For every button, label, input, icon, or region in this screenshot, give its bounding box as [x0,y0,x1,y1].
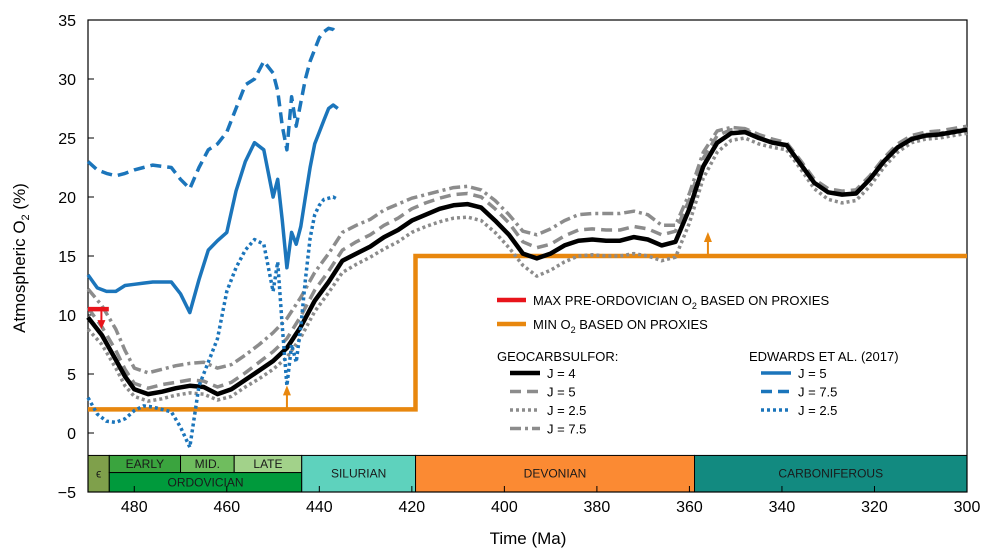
legend-label: J = 2.5 [798,403,837,418]
legend-label-sub: 2 [571,325,576,335]
legend-label: J = 5 [547,385,576,400]
x-tick-label: 360 [676,499,703,516]
max-pre-ordovician-arrowhead [97,320,106,330]
y-tick-label: 20 [58,190,76,207]
edwards-series-j75-line [86,26,340,191]
y-axis-title: Atmospheric O2 (%) [10,183,32,333]
x-tick-label: 440 [306,499,333,516]
legend-label: MAX PRE-ORDOVICIAN O2 BASED ON PROXIES [533,293,829,311]
geocarbsulfor-series-j75-line [86,125,968,375]
x-tick-label: 480 [121,499,148,516]
y-tick-label: 35 [58,13,76,30]
x-tick-label: 300 [954,499,981,516]
x-tick-label: 400 [491,499,518,516]
legend-label-tail: BASED ON PROXIES [697,293,830,308]
legend-label: J = 2.5 [547,403,586,418]
y-axis-title-sub: 2 [20,214,32,220]
period-label: MID. [195,457,220,471]
x-tick-label: 320 [861,499,888,516]
geocarbsulfor-series-j4-line [86,127,968,397]
legend-label: J = 5 [798,366,827,381]
x-tick-label: 340 [769,499,796,516]
tick-labels: 480 460 440 420 400 380 360 340 320 300 −5 0 5 10 15 20… [58,13,981,516]
max-pre-ordovician-group [88,306,109,330]
y-tick-label: 0 [67,426,76,443]
legend-geocarbsulfor-title: GEOCARBSULFOR: [497,349,618,364]
period-label: EARLY [126,457,164,471]
min-o2-line [88,253,967,412]
y-tick-label: 25 [58,131,76,148]
min-o2-group [88,232,967,412]
y-tick-label: 30 [58,72,76,89]
legend-label-main: MAX PRE-ORDOVICIAN O [533,293,692,308]
period-label: ORDOVICIAN [168,475,244,489]
period-label: LATE [253,457,282,471]
geocarbsulfor-series-j25-line [86,131,968,403]
legend-label: J = 4 [547,366,576,381]
legend-label-tail: BASED ON PROXIES [576,317,709,332]
legend-edwards-title: EDWARDS ET AL. (2017) [749,349,899,364]
y-axis-title-main: Atmospheric O [10,220,29,332]
y-tick-label: 5 [67,367,76,384]
edwards-series-j5-line [86,103,339,315]
min-o2-arrowhead [282,385,291,396]
period-label: SILURIAN [331,467,386,481]
legend-label-main: MIN O [533,317,571,332]
x-tick-label: 380 [584,499,611,516]
y-axis-title-tail: (%) [10,183,29,214]
period-label: DEVONIAN [524,467,587,481]
legend-label-sub: 2 [692,301,697,311]
y-tick-label: 15 [58,249,76,266]
legend-label: J = 7.5 [547,422,586,437]
min-o2-arrowhead [703,232,712,242]
y-tick-label: −5 [58,485,76,502]
series-group [86,26,968,449]
legend: MAX PRE-ORDOVICIAN O2 BASED ON PROXIESMI… [497,293,899,437]
y-tick-label: 10 [58,308,76,325]
legend-label: MIN O2 BASED ON PROXIES [533,317,708,335]
period-carboniferous-box [694,454,968,493]
period-silurian-box [301,454,417,493]
period-label: CARBONIFEROUS [778,467,883,481]
period-label: ϵ [96,467,101,481]
geocarbsulfor-series-j5-line [86,124,968,390]
legend-label: J = 7.5 [798,385,837,400]
x-axis-title: Time (Ma) [490,529,567,548]
geologic-periods-bar: ϵ ORDOVICIAN EARLY MID. LATE SILURIAN DEVONIAN… [87,454,968,493]
x-tick-label: 460 [213,499,240,516]
x-tick-label: 420 [398,499,425,516]
